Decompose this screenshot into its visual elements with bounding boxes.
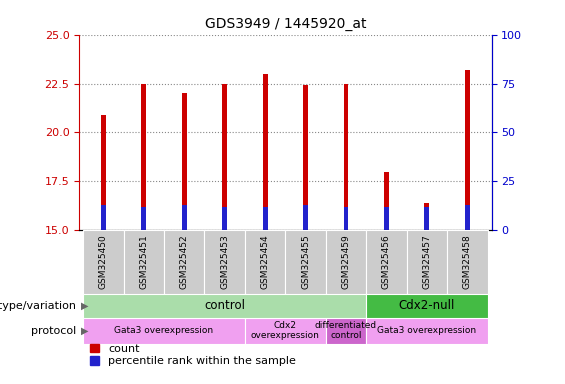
Bar [424, 203, 429, 230]
Text: GSM325457: GSM325457 [423, 235, 431, 290]
Bar [182, 93, 186, 230]
Bar [263, 207, 268, 230]
Bar [101, 205, 106, 230]
Text: differentiated
control: differentiated control [315, 321, 377, 340]
Bar [164, 230, 205, 294]
Text: Gata3 overexpression: Gata3 overexpression [377, 326, 476, 335]
Bar [263, 74, 268, 230]
Bar [326, 318, 366, 344]
Bar [205, 230, 245, 294]
Bar [465, 70, 470, 230]
Legend: count, percentile rank within the sample: count, percentile rank within the sample [90, 344, 296, 366]
Text: GSM325455: GSM325455 [301, 235, 310, 290]
Text: GSM325459: GSM325459 [341, 235, 350, 290]
Bar [141, 84, 146, 230]
Bar [222, 84, 227, 230]
Bar [326, 230, 366, 294]
Bar [303, 86, 308, 230]
Bar [83, 294, 366, 318]
Text: control: control [204, 299, 245, 312]
Bar [366, 294, 488, 318]
Text: ▶: ▶ [81, 301, 88, 311]
Bar [407, 230, 447, 294]
Text: GSM325451: GSM325451 [140, 235, 148, 290]
Text: Gata3 overexpression: Gata3 overexpression [115, 326, 214, 335]
Bar [366, 230, 407, 294]
Text: ▶: ▶ [81, 326, 88, 336]
Bar [124, 230, 164, 294]
Text: GSM325453: GSM325453 [220, 235, 229, 290]
Bar [101, 115, 106, 230]
Bar [83, 318, 245, 344]
Text: GSM325458: GSM325458 [463, 235, 472, 290]
Bar [344, 207, 349, 230]
Bar [285, 230, 326, 294]
Text: protocol: protocol [31, 326, 76, 336]
Bar [384, 172, 389, 230]
Bar [384, 207, 389, 230]
Bar [366, 318, 488, 344]
Bar [465, 205, 470, 230]
Text: Cdx2-null: Cdx2-null [399, 299, 455, 312]
Bar [222, 207, 227, 230]
Text: genotype/variation: genotype/variation [0, 301, 76, 311]
Bar [182, 205, 186, 230]
Title: GDS3949 / 1445920_at: GDS3949 / 1445920_at [205, 17, 366, 31]
Text: GSM325452: GSM325452 [180, 235, 189, 290]
Bar [245, 318, 326, 344]
Text: Cdx2
overexpression: Cdx2 overexpression [251, 321, 320, 340]
Text: GSM325456: GSM325456 [382, 235, 391, 290]
Bar [344, 84, 349, 230]
Text: GSM325454: GSM325454 [260, 235, 270, 290]
Bar [424, 207, 429, 230]
Bar [303, 205, 308, 230]
Bar [245, 230, 285, 294]
Text: GSM325450: GSM325450 [99, 235, 108, 290]
Bar [83, 230, 124, 294]
Bar [447, 230, 488, 294]
Bar [141, 207, 146, 230]
